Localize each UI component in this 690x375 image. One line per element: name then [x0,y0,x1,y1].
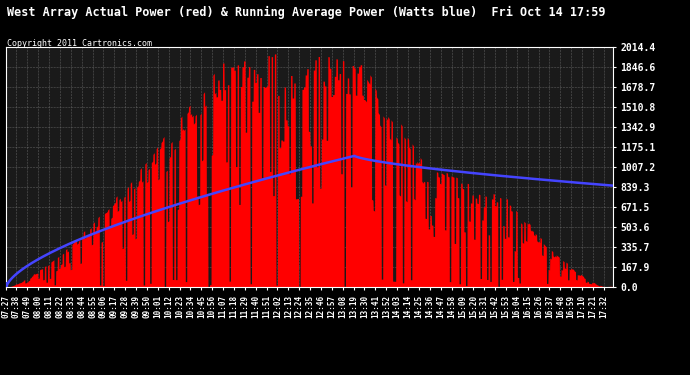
Text: West Array Actual Power (red) & Running Average Power (Watts blue)  Fri Oct 14 1: West Array Actual Power (red) & Running … [7,6,605,19]
Text: Copyright 2011 Cartronics.com: Copyright 2011 Cartronics.com [7,39,152,48]
